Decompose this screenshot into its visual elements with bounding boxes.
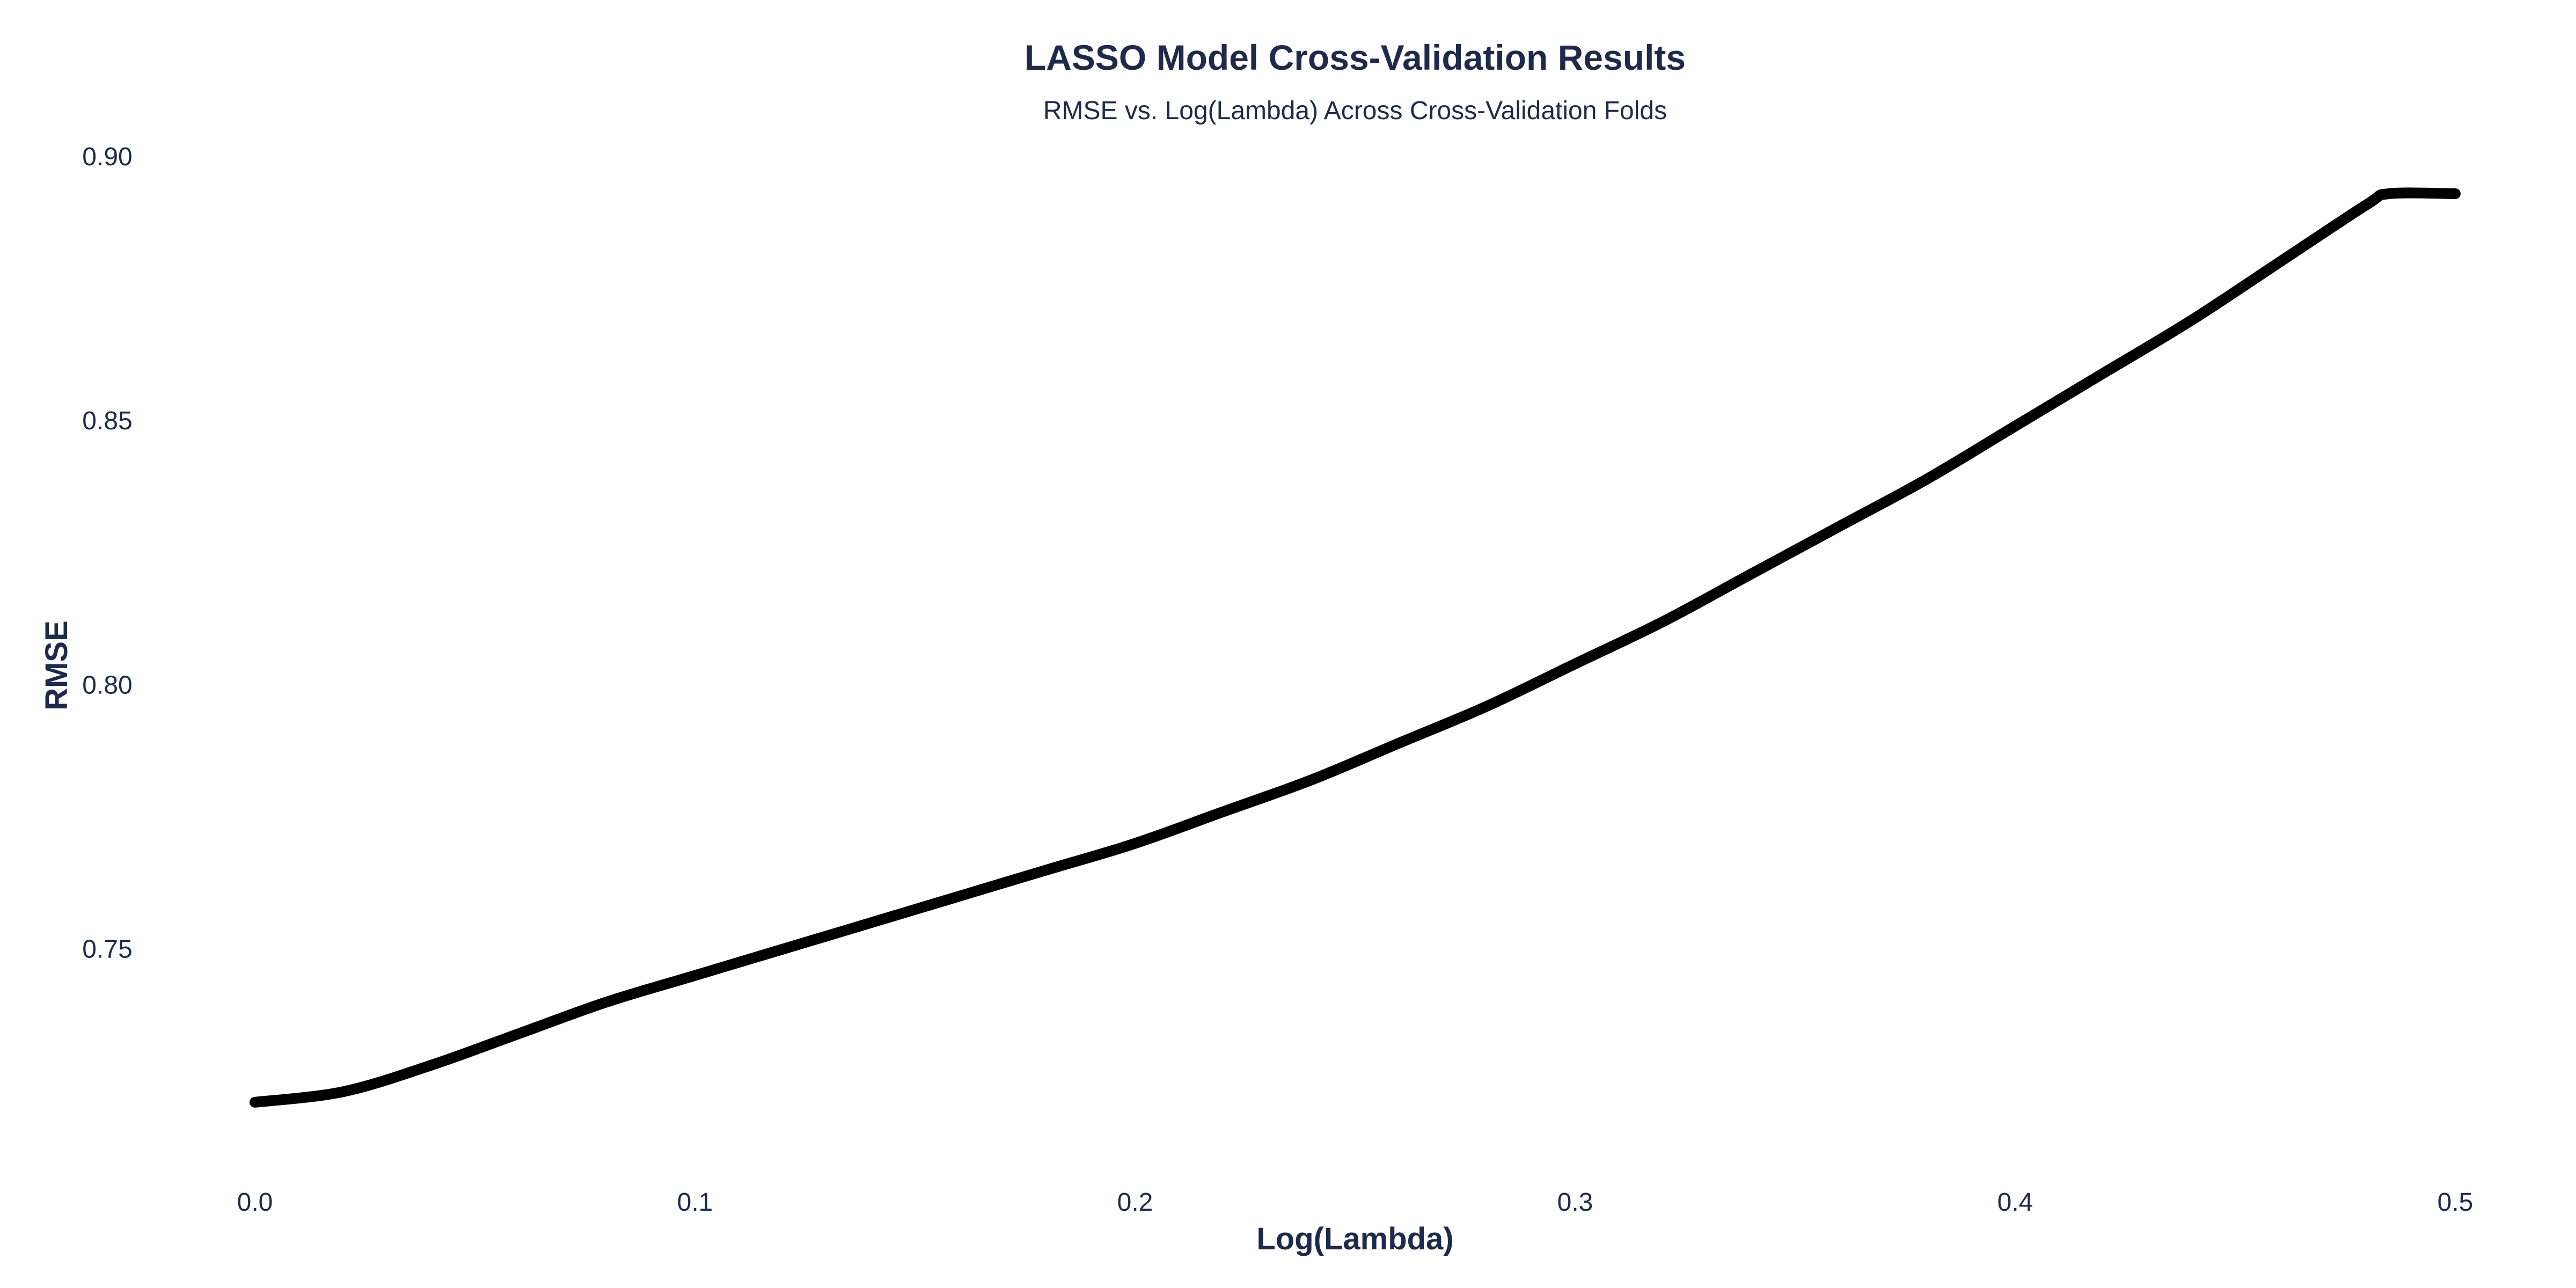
chart-subtitle: RMSE vs. Log(Lambda) Across Cross-Valida… — [1043, 97, 1667, 125]
y-tick-label: 0.80 — [82, 671, 132, 699]
x-axis-title: Log(Lambda) — [1256, 1221, 1453, 1256]
x-tick-label: 0.3 — [1557, 1188, 1593, 1217]
y-tick-label: 0.75 — [82, 935, 132, 963]
y-tick-label: 0.85 — [82, 407, 132, 435]
x-tick-label: 0.4 — [1997, 1188, 2033, 1217]
y-axis-title: RMSE — [39, 620, 74, 711]
x-tick-label: 0.0 — [237, 1188, 273, 1217]
y-tick-label: 0.90 — [82, 143, 132, 171]
x-tick-label: 0.2 — [1117, 1188, 1153, 1217]
x-tick-label: 0.5 — [2438, 1188, 2473, 1217]
chart-title: LASSO Model Cross-Validation Results — [1024, 38, 1686, 77]
y-axis-tick-labels: 0.75 0.80 0.85 0.90 — [82, 143, 132, 963]
series-group — [250, 187, 2461, 1108]
x-axis-tick-labels: 0.0 0.1 0.2 0.3 0.4 0.5 — [237, 1188, 2473, 1217]
series-line — [250, 187, 2461, 1108]
x-tick-label: 0.1 — [677, 1188, 713, 1217]
